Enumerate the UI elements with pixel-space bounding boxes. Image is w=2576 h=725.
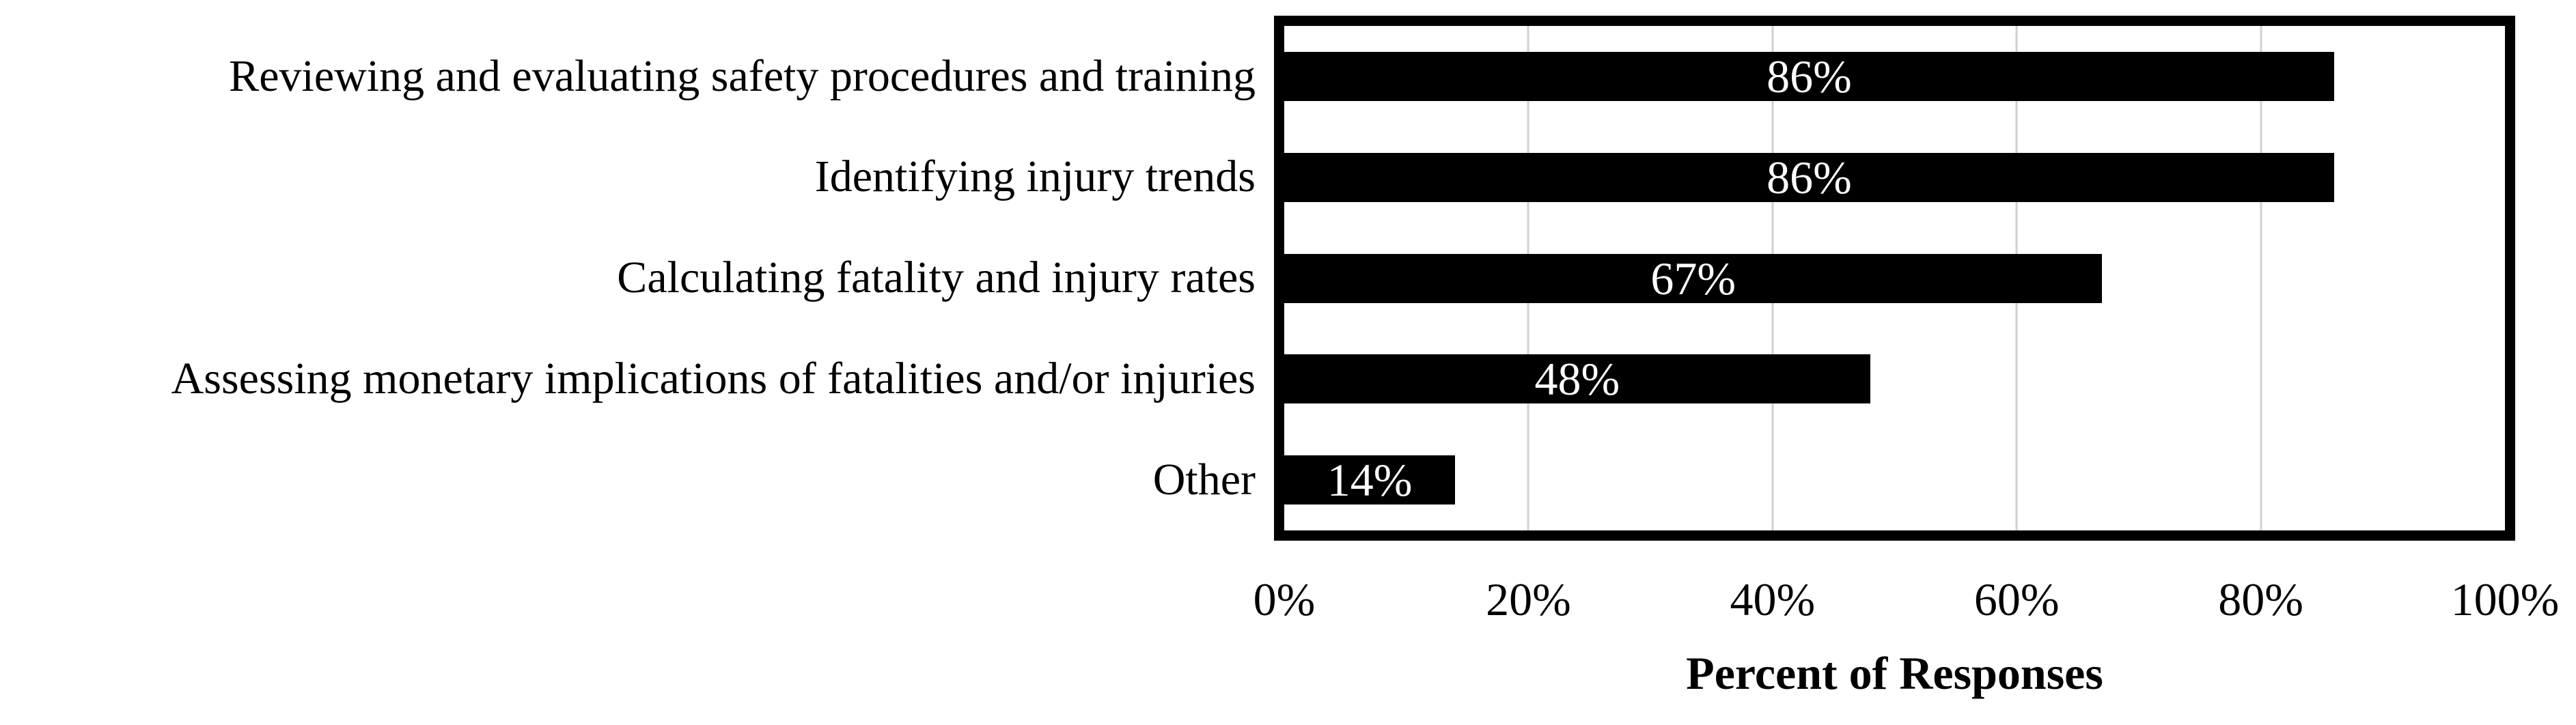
gridline	[2260, 26, 2262, 530]
category-label: Reviewing and evaluating safety procedur…	[229, 51, 1256, 101]
bar-1: 86%	[1284, 151, 2334, 203]
bar-value-label: 67%	[1650, 252, 1736, 304]
category-axis: Reviewing and evaluating safety procedur…	[0, 26, 1256, 530]
category-label: Identifying injury trends	[814, 152, 1256, 202]
bar-2: 67%	[1284, 252, 2103, 304]
x-tick-label: 60%	[1973, 573, 2060, 625]
x-axis-title: Percent of Responses	[1686, 647, 2103, 699]
bar-value-label: 14%	[1327, 454, 1413, 507]
x-axis: 0% 20% 40% 60% 80% 100%	[1254, 541, 2560, 636]
category-label: Calculating fatality and injury rates	[617, 253, 1256, 303]
bar-4: 14%	[1284, 454, 1456, 507]
bar-value-label: 86%	[1767, 151, 1852, 203]
x-tick-label: 40%	[1730, 573, 1816, 625]
category-label: Assessing monetary implications of fatal…	[171, 353, 1256, 403]
plot-area: 86% 86% 67% 48% 14%	[1274, 16, 2515, 541]
category-label: Other	[1152, 454, 1256, 504]
bar-3: 48%	[1284, 353, 1870, 406]
plot-inner: 86% 86% 67% 48% 14%	[1284, 26, 2505, 530]
bar-0: 86%	[1284, 50, 2334, 102]
bar-value-label: 48%	[1534, 353, 1620, 406]
x-tick-label: 100%	[2450, 573, 2560, 625]
x-tick-label: 0%	[1253, 573, 1316, 625]
bar-value-label: 86%	[1767, 50, 1852, 102]
x-tick-label: 20%	[1486, 573, 1571, 625]
x-tick-label: 80%	[2218, 573, 2303, 625]
